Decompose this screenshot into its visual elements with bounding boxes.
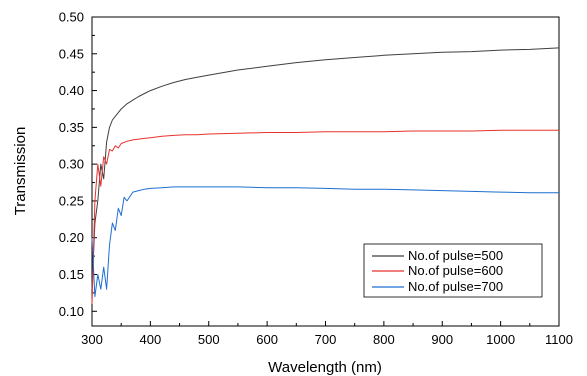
x-tick-label: 700 [315, 332, 337, 347]
y-tick-label: 0.15 [59, 267, 84, 282]
y-axis-ticks: 0.10 0.15 0.20 0.25 0.30 0.35 0.40 0.45 0.50 [59, 10, 97, 319]
x-tick-label: 800 [373, 332, 395, 347]
legend-label-700: No.of pulse=700 [408, 279, 503, 294]
x-tick-label: 900 [431, 332, 453, 347]
y-tick-label: 0.25 [59, 193, 84, 208]
legend-label-500: No.of pulse=500 [408, 248, 503, 263]
y-tick-label: 0.20 [59, 230, 84, 245]
legend: No.of pulse=500 No.of pulse=600 No.of pu… [363, 243, 543, 298]
series-line-1 [91, 129, 559, 304]
series-line-2 [91, 186, 559, 298]
x-tick-label: 1000 [486, 332, 515, 347]
x-axis-label: Wavelength (nm) [268, 359, 382, 376]
series-lines [91, 47, 560, 304]
x-tick-label: 300 [81, 332, 103, 347]
x-tick-label: 400 [140, 332, 162, 347]
x-tick-label: 600 [256, 332, 278, 347]
y-tick-label: 0.10 [59, 304, 84, 319]
y-tick-label: 0.30 [59, 157, 84, 172]
y-tick-label: 0.35 [59, 120, 84, 135]
y-axis-label: Transmission [12, 127, 29, 216]
y-tick-label: 0.45 [59, 46, 84, 61]
legend-label-600: No.of pulse=600 [408, 263, 503, 278]
x-axis-ticks: 300 400 500 600 700 800 900 1000 1100 [81, 321, 573, 347]
x-tick-label: 1100 [545, 332, 573, 347]
y-tick-label: 0.50 [59, 10, 84, 25]
series-line-0 [91, 47, 560, 290]
y-tick-label: 0.40 [59, 83, 84, 98]
x-tick-label: 500 [198, 332, 220, 347]
